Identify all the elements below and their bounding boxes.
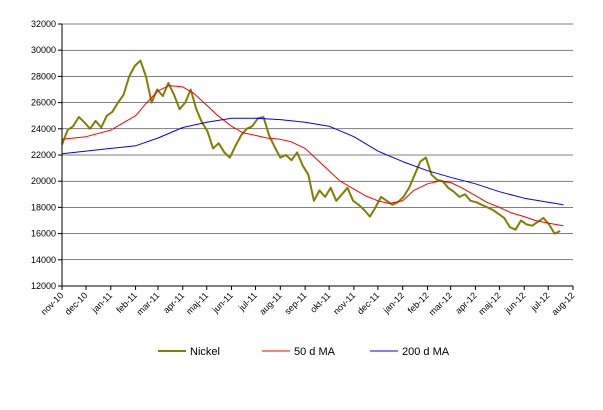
x-tick-label: jan-11 [89,290,114,315]
x-tick-label: mar-11 [135,290,162,317]
x-tick-label: apr-11 [161,290,186,315]
series-line-1 [61,59,561,235]
x-tick-label: jan-12 [381,290,406,315]
x-tick-label: nov-10 [39,290,66,317]
legend-label: Nickel [190,346,220,358]
x-tick-label: dec-10 [63,290,90,317]
y-tick-label: 18000 [31,202,56,212]
y-tick-labels: 12000 14000 16000 18000 20000 22000 24000 26000… [31,19,56,291]
x-tick-label: aug-12 [550,290,577,317]
y-tick-label: 28000 [31,71,56,81]
y-tick-label: 20000 [31,176,56,186]
y-tick-label: 22000 [31,150,56,160]
x-tick-label: jul-12 [528,290,551,313]
legend: Nickel 50 d MA 200 d MA [158,346,450,358]
x-tick-label: dec-11 [355,290,381,316]
series-lines [61,59,564,235]
y-tick-label: 26000 [31,98,56,108]
y-tick-label: 12000 [31,281,56,291]
x-tick-label: okt-11 [308,290,332,314]
x-tick-label: jun-12 [502,290,527,315]
y-tick-label: 14000 [31,255,56,265]
x-tick-label: nov-11 [331,290,357,316]
x-tick-label: jul-11 [236,290,259,313]
legend-label: 50 d MA [294,346,336,358]
x-tick-label: jun-11 [210,290,235,315]
x-tick-label: sep-11 [282,290,308,316]
x-tick-label: aug-11 [257,290,283,316]
grid-lines [62,23,573,287]
x-tick-label: apr-12 [453,290,478,315]
x-tick-label: mar-12 [427,290,454,317]
y-tick-label: 32000 [31,19,56,29]
series-line-2 [61,85,564,227]
x-tick-label: maj-11 [184,290,210,316]
axes [58,23,574,290]
series-line-3 [61,117,564,206]
y-tick-label: 16000 [31,229,56,239]
y-tick-label: 30000 [31,45,56,55]
legend-label: 200 d MA [402,346,450,358]
x-tick-label: maj-12 [476,290,503,317]
y-tick-label: 24000 [31,124,56,134]
